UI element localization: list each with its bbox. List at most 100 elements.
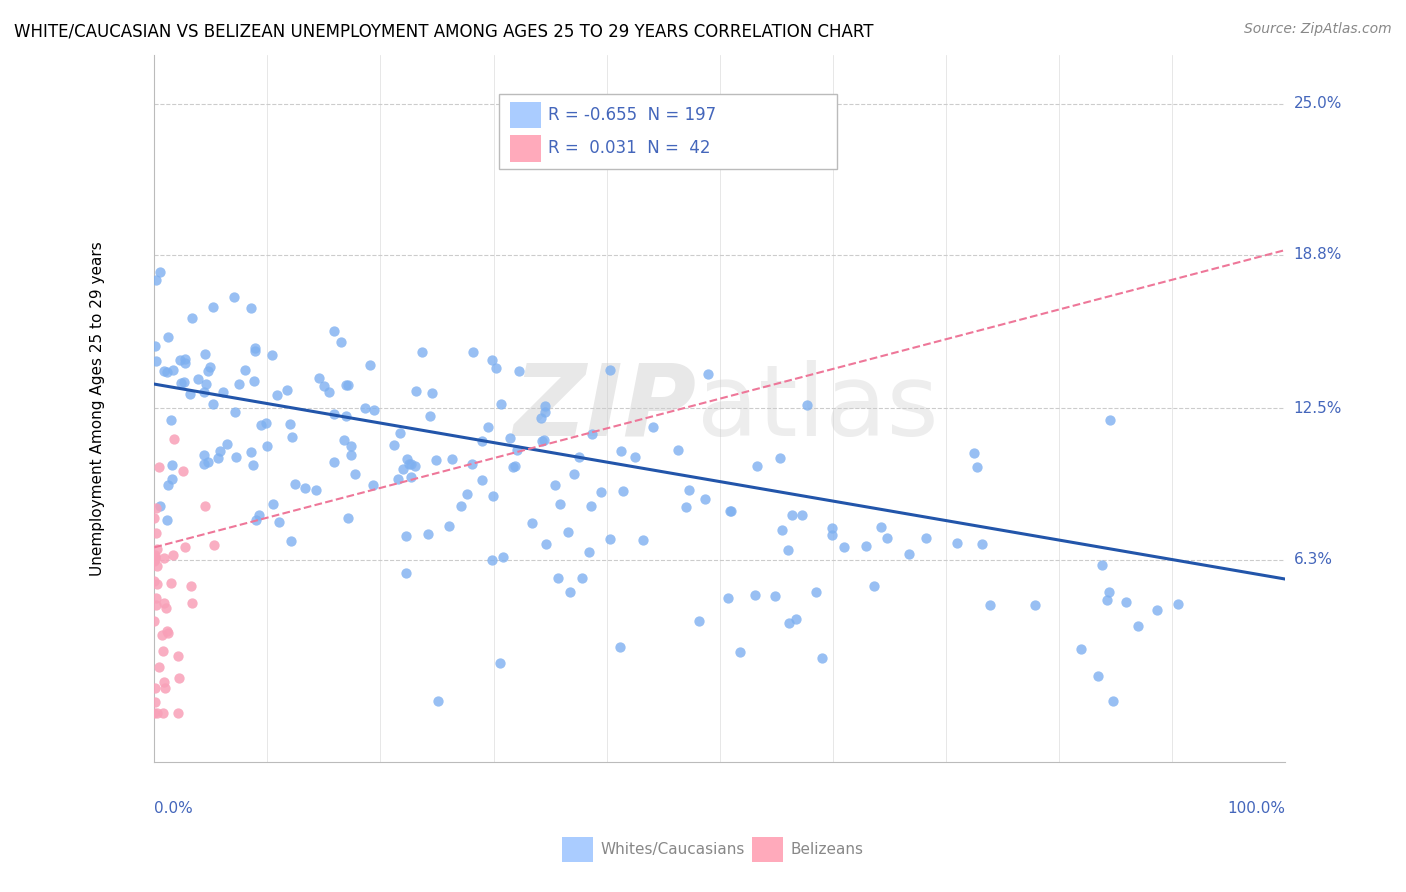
Point: [143, 574, 166, 588]
Point: [392, 462, 415, 476]
Point: [284, 477, 307, 491]
Point: [145, 706, 167, 720]
Point: [547, 571, 569, 585]
Point: [1102, 694, 1125, 708]
Point: [153, 551, 176, 566]
Point: [156, 330, 179, 344]
Point: [247, 508, 270, 522]
Point: [395, 566, 418, 580]
Point: [145, 500, 167, 515]
Point: [1095, 593, 1118, 607]
Point: [180, 579, 202, 593]
Point: [411, 345, 433, 359]
Point: [821, 520, 844, 534]
Point: [197, 455, 219, 469]
Point: [388, 425, 411, 440]
Point: [148, 660, 170, 674]
Point: [382, 438, 405, 452]
Point: [224, 405, 246, 419]
Point: [471, 434, 494, 449]
Point: [262, 497, 284, 511]
Point: [557, 525, 579, 540]
Point: [502, 460, 524, 475]
Point: [312, 379, 335, 393]
Point: [266, 388, 288, 402]
Point: [145, 598, 167, 612]
Point: [148, 265, 170, 279]
Point: [211, 384, 233, 399]
Point: [533, 399, 555, 413]
Point: [194, 347, 217, 361]
Point: [581, 427, 603, 442]
Text: WHITE/CAUCASIAN VS BELIZEAN UNEMPLOYMENT AMONG AGES 25 TO 29 YEARS CORRELATION C: WHITE/CAUCASIAN VS BELIZEAN UNEMPLOYMENT…: [14, 22, 873, 40]
Text: 18.8%: 18.8%: [1294, 247, 1341, 262]
Point: [174, 356, 197, 370]
Text: Whites/Caucasians: Whites/Caucasians: [600, 842, 745, 856]
Point: [250, 417, 273, 432]
Point: [678, 483, 700, 497]
Point: [339, 449, 361, 463]
Point: [195, 376, 218, 391]
Point: [666, 443, 689, 458]
Point: [243, 344, 266, 359]
Point: [499, 431, 522, 445]
Point: [145, 591, 167, 605]
Point: [146, 541, 169, 556]
Point: [156, 624, 179, 639]
Point: [695, 491, 717, 506]
Point: [508, 364, 530, 378]
Point: [157, 626, 180, 640]
Text: Belizeans: Belizeans: [790, 842, 863, 856]
Point: [503, 458, 526, 473]
Point: [1167, 597, 1189, 611]
Point: [194, 499, 217, 513]
Point: [361, 478, 384, 492]
Point: [152, 644, 174, 658]
Point: [228, 377, 250, 392]
Point: [193, 384, 215, 399]
Point: [1070, 642, 1092, 657]
Text: 100.0%: 100.0%: [1227, 801, 1285, 815]
Point: [770, 523, 793, 537]
Point: [174, 540, 197, 554]
Point: [207, 450, 229, 465]
Point: [744, 588, 766, 602]
Point: [792, 508, 814, 523]
Point: [153, 681, 176, 695]
Point: [571, 571, 593, 585]
Point: [193, 448, 215, 462]
Text: 6.3%: 6.3%: [1294, 552, 1333, 567]
Point: [305, 483, 328, 498]
Point: [1091, 558, 1114, 572]
Point: [181, 311, 204, 326]
Point: [806, 585, 828, 599]
Point: [197, 364, 219, 378]
Point: [489, 397, 512, 411]
Point: [162, 548, 184, 562]
Point: [143, 615, 166, 629]
Point: [420, 386, 443, 401]
Point: [318, 385, 340, 400]
Point: [776, 542, 799, 557]
Point: [863, 579, 886, 593]
Point: [198, 360, 221, 375]
Point: [534, 537, 557, 551]
Point: [832, 541, 855, 555]
Point: [461, 344, 484, 359]
Point: [578, 545, 600, 559]
Point: [1115, 595, 1137, 609]
Point: [717, 591, 740, 605]
Point: [143, 681, 166, 696]
Point: [153, 597, 176, 611]
Point: [262, 348, 284, 362]
Point: [173, 376, 195, 390]
Point: [323, 455, 346, 469]
Point: [898, 547, 921, 561]
Point: [322, 324, 344, 338]
Point: [336, 378, 359, 392]
Point: [167, 671, 190, 685]
Point: [294, 482, 316, 496]
Text: Source: ZipAtlas.com: Source: ZipAtlas.com: [1244, 22, 1392, 37]
Point: [395, 529, 418, 543]
Text: ZIP: ZIP: [515, 360, 697, 457]
